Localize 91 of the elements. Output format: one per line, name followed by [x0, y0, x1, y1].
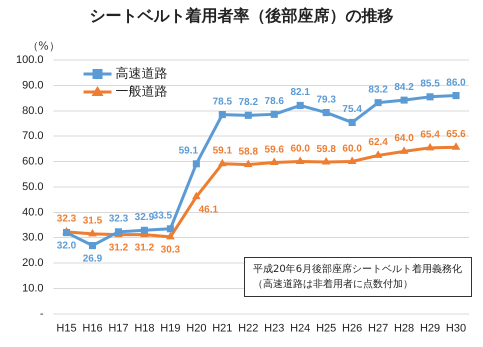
chart-title: シートベルト着用者率（後部座席）の推移 [88, 6, 394, 27]
data-label: 32.0 [56, 240, 77, 252]
data-label: 65.4 [420, 130, 440, 141]
data-label: 84.2 [394, 82, 414, 93]
point [88, 228, 97, 236]
data-label: 78.2 [238, 97, 258, 108]
y-tick-label: 70.0 [22, 130, 44, 142]
y-tick-label: - [40, 308, 44, 320]
x-tick-label: H15 [56, 322, 77, 334]
point [192, 160, 200, 168]
data-label: 59.1 [178, 146, 199, 157]
x-tick-label: H21 [212, 322, 232, 334]
y-tick-label: 30.0 [22, 232, 44, 244]
x-tick-label: H26 [342, 322, 362, 334]
point [244, 112, 252, 119]
data-label: 64.0 [394, 133, 414, 144]
data-label: 33.5 [152, 210, 173, 222]
data-label: 31.5 [82, 216, 103, 227]
point [374, 150, 382, 158]
data-label: 62.4 [368, 137, 388, 148]
point [400, 96, 408, 104]
point [166, 225, 174, 232]
data-label: 78.5 [212, 96, 232, 108]
data-label: 46.1 [198, 204, 219, 216]
data-label: 26.9 [82, 253, 103, 264]
data-label: 31.2 [108, 242, 129, 254]
legend-label: 一般道路 [116, 84, 168, 100]
point [374, 99, 382, 106]
data-label: 75.4 [342, 104, 362, 116]
x-tick-label: H23 [264, 322, 284, 334]
data-label: 32.3 [56, 214, 77, 225]
x-tick-label: H17 [108, 322, 129, 334]
data-label: 82.1 [290, 87, 310, 98]
data-label: 59.1 [212, 146, 232, 157]
point [348, 156, 356, 164]
data-label: 59.8 [316, 144, 336, 155]
point [244, 160, 253, 168]
data-label: 85.5 [420, 78, 440, 90]
point [296, 156, 305, 164]
x-tick-label: H28 [394, 322, 414, 334]
y-tick-label: 10.0 [22, 282, 44, 294]
x-tick-label: H20 [186, 322, 206, 334]
point [218, 111, 226, 118]
x-tick-label: H30 [446, 322, 466, 334]
y-tick-label: 80.0 [22, 104, 44, 117]
y-tick-label: 100.0 [16, 54, 44, 66]
point [270, 110, 278, 118]
point [192, 192, 201, 200]
y-tick-label: 90.0 [22, 79, 44, 92]
x-tick-label: H25 [316, 322, 336, 334]
point [88, 242, 96, 250]
data-label: 31.2 [134, 242, 155, 254]
point [426, 142, 434, 150]
x-tick-label: H18 [134, 322, 155, 334]
y-tick-label: 20.0 [22, 257, 44, 270]
point [296, 102, 304, 109]
point [140, 226, 148, 234]
data-label: 30.3 [160, 244, 181, 256]
point [322, 109, 330, 116]
data-label: 59.6 [264, 144, 284, 156]
point [348, 118, 356, 126]
data-label: 58.8 [238, 146, 258, 158]
point [426, 93, 434, 100]
x-tick-label: H22 [238, 322, 258, 334]
point [62, 229, 70, 236]
annotation: 平成20年6月後部座席シートベルト着用義務化（高速道路は非着用者に点数付加） [244, 257, 472, 297]
y-tick-label: 60.0 [22, 156, 44, 168]
data-label: 86.0 [446, 77, 466, 88]
x-tick-label: H24 [290, 322, 310, 334]
data-label: 78.6 [264, 96, 284, 108]
data-label: 32.3 [108, 214, 129, 225]
y-axis-title: （%） [27, 39, 60, 52]
point [166, 232, 175, 240]
data-label: 79.3 [316, 94, 336, 106]
data-label: 65.6 [446, 129, 466, 140]
point [322, 157, 331, 165]
data-label: 60.0 [342, 143, 362, 154]
x-tick-label: H27 [368, 322, 388, 334]
y-tick-label: 40.0 [22, 206, 44, 218]
point [270, 158, 279, 166]
legend-label: 高速道路 [116, 65, 168, 82]
data-label: 83.2 [368, 84, 388, 96]
x-tick-label: H16 [82, 322, 103, 334]
point [400, 146, 408, 154]
point [218, 158, 227, 166]
point [452, 92, 460, 100]
point [452, 142, 460, 150]
x-tick-label: H19 [160, 322, 180, 334]
x-tick-label: H29 [420, 322, 440, 334]
data-label: 60.0 [290, 143, 310, 154]
y-tick-label: 50.0 [22, 180, 44, 193]
